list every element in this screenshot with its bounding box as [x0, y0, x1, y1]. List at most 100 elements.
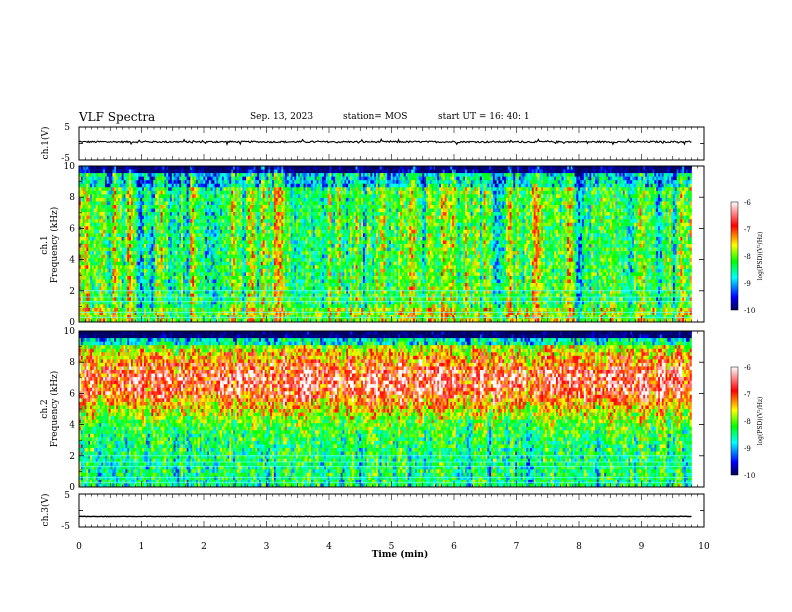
spectrogram-cell	[111, 205, 113, 209]
spectrogram-cell	[202, 287, 204, 291]
spectrogram-cell	[226, 315, 228, 319]
spectrogram-cell	[129, 308, 131, 312]
spectrogram-cell	[103, 304, 105, 308]
spectrogram-cell	[151, 212, 153, 216]
spectrogram-cell	[237, 173, 239, 177]
spectrogram-cell	[135, 237, 137, 241]
spectrogram-cell	[86, 187, 88, 191]
spectrogram-cell	[220, 315, 222, 319]
spectrogram-cell	[278, 184, 280, 188]
spectrogram-cell	[250, 198, 252, 202]
spectrogram-cell	[120, 276, 122, 280]
spectrogram-cell	[239, 283, 241, 287]
spectrogram-cell	[153, 177, 155, 181]
spectrogram-cell	[138, 230, 140, 234]
spectrogram-cell	[122, 237, 124, 241]
spectrogram-cell	[137, 230, 139, 234]
spectrogram-cell	[274, 315, 276, 319]
spectrogram-cell	[179, 311, 181, 315]
spectrogram-cell	[88, 205, 90, 209]
spectrogram-cell	[131, 251, 133, 255]
spectrogram-cell	[120, 209, 122, 213]
spectrogram-cell	[112, 201, 114, 205]
spectrogram-cell	[231, 248, 233, 252]
spectrogram-cell	[242, 223, 244, 227]
spectrogram-cell	[125, 166, 127, 170]
spectrogram-cell	[242, 177, 244, 181]
spectrogram-cell	[129, 219, 131, 223]
spectrogram-cell	[279, 230, 281, 234]
spectrogram-cell	[105, 287, 107, 291]
spectrogram-cell	[155, 226, 157, 230]
spectrogram-cell	[122, 262, 124, 266]
spectrogram-cell	[90, 258, 92, 262]
spectrogram-cell	[250, 240, 252, 244]
spectrogram-cell	[88, 180, 90, 184]
spectrogram-cell	[125, 315, 127, 319]
spectrogram-cell	[177, 237, 179, 241]
spectrogram-cell	[239, 201, 241, 205]
spectrogram-cell	[172, 311, 174, 315]
spectrogram-cell	[98, 177, 100, 181]
spectrogram-cell	[92, 209, 94, 213]
spectrogram-cell	[85, 170, 87, 174]
spectrogram-cell	[122, 258, 124, 262]
spectrogram-cell	[96, 230, 98, 234]
spectrogram-cell	[200, 248, 202, 252]
spectrogram-cell	[111, 194, 113, 198]
spectrogram-cell	[257, 308, 259, 312]
spectrogram-cell	[137, 205, 139, 209]
spectrogram-cell	[203, 237, 205, 241]
spectrogram-cell	[129, 304, 131, 308]
spectrogram-cell	[125, 180, 127, 184]
spectrogram-cell	[183, 251, 185, 255]
spectrogram-cell	[218, 315, 220, 319]
spectrogram-cell	[142, 255, 144, 259]
spectrogram-cell	[207, 308, 209, 312]
spectrogram-cell	[233, 255, 235, 259]
spectrogram-cell	[146, 276, 148, 280]
spectrogram-cell	[168, 219, 170, 223]
spectrogram-cell	[192, 272, 194, 276]
spectrogram-cell	[105, 279, 107, 283]
spectrogram-cell	[92, 272, 94, 276]
spectrogram-cell	[96, 255, 98, 259]
spectrogram-cell	[198, 279, 200, 283]
spectrogram-cell	[161, 205, 163, 209]
spectrogram-cell	[109, 283, 111, 287]
spectrogram-cell	[107, 212, 109, 216]
spectrogram-cell	[227, 279, 229, 283]
spectrogram-cell	[163, 251, 165, 255]
spectrogram-cell	[168, 269, 170, 273]
spectrogram-cell	[244, 191, 246, 195]
spectrogram-cell	[124, 180, 126, 184]
spectrogram-cell	[109, 308, 111, 312]
spectrogram-cell	[244, 233, 246, 237]
spectrogram-cell	[131, 177, 133, 181]
spectrogram-cell	[194, 201, 196, 205]
spectrogram-cell	[233, 233, 235, 237]
spectrogram-cell	[209, 287, 211, 291]
spectrogram-cell	[202, 251, 204, 255]
spectrogram-cell	[252, 184, 254, 188]
spectrogram-cell	[107, 311, 109, 315]
spectrogram-cell	[179, 205, 181, 209]
spectrogram-cell	[120, 272, 122, 276]
spectrogram-cell	[211, 287, 213, 291]
spectrogram-cell	[83, 311, 85, 315]
spectrogram-cell	[90, 187, 92, 191]
spectrogram-cell	[278, 191, 280, 195]
spectrogram-cell	[120, 297, 122, 301]
spectrogram-cell	[122, 279, 124, 283]
spectrogram-cell	[248, 170, 250, 174]
spectrogram-cell	[222, 223, 224, 227]
spectrogram-cell	[270, 230, 272, 234]
spectrogram-cell	[138, 283, 140, 287]
spectrogram-cell	[98, 315, 100, 319]
spectrogram-cell	[166, 248, 168, 252]
spectrogram-cell	[111, 216, 113, 220]
spectrogram-cell	[240, 209, 242, 213]
spectrogram-cell	[185, 198, 187, 202]
spectrogram-cell	[244, 315, 246, 319]
spectrogram-cell	[192, 191, 194, 195]
